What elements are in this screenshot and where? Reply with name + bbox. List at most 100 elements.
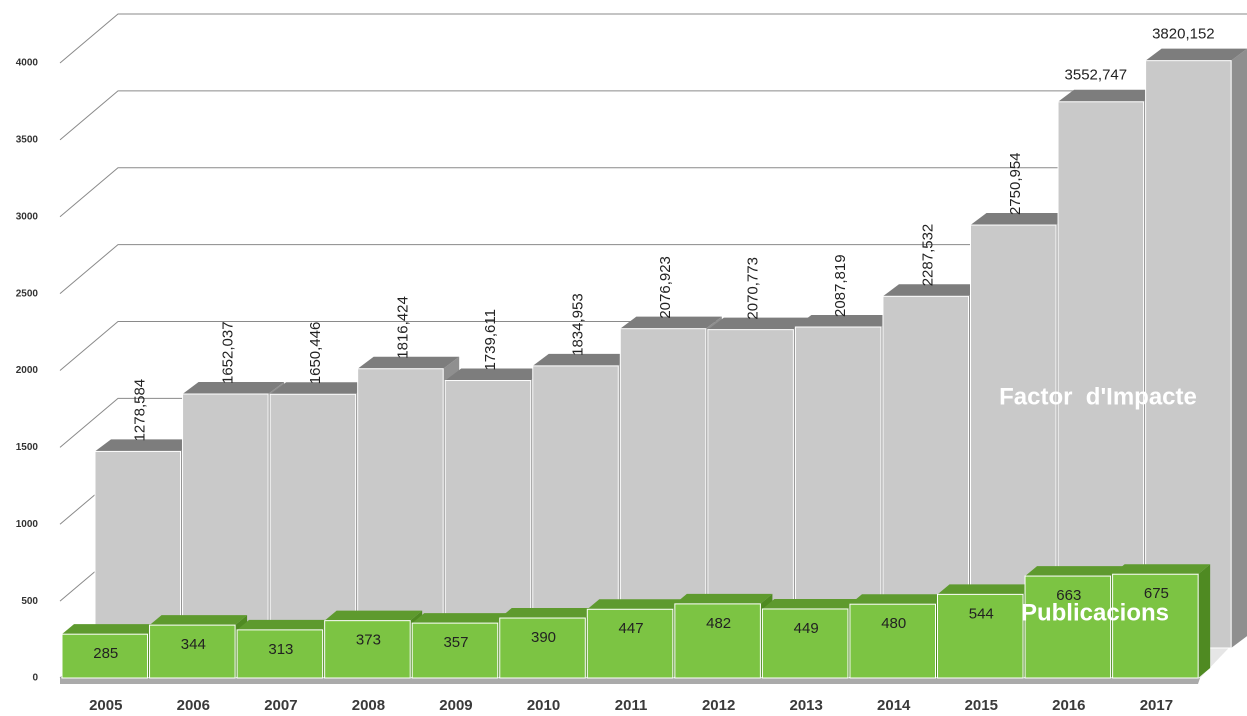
value-label: 1739,611 [482,309,499,370]
bar [1057,101,1145,649]
bar [324,620,411,679]
series-label: Factor d'Impacte [999,383,1197,410]
value-label: 373 [356,632,381,649]
bar-top [445,368,547,381]
x-tick-label: 2013 [789,697,822,714]
bar-top [1112,564,1211,575]
x-tick-label: 2005 [89,697,122,714]
bar-top [62,624,160,635]
series-label: Publicacions [1021,599,1169,626]
bar-top [970,213,1073,226]
grid-line [59,90,1247,141]
value-label: 2076,923 [657,256,674,319]
bar-top [237,619,335,630]
bar [444,380,532,649]
value-label: 2087,819 [832,254,849,317]
bar-top [849,594,948,605]
bar [937,593,1024,679]
bar-top [270,382,372,395]
bar-top [532,353,635,366]
value-label: 390 [531,629,556,646]
value-label: 2070,773 [745,257,762,320]
value-label: 447 [619,620,644,637]
bar [269,393,357,649]
bar-top [95,439,197,452]
value-label: 1650,446 [307,322,324,385]
x-tick-label: 2016 [1052,697,1085,714]
bar-top [149,615,248,626]
bar [182,393,269,649]
value-label: 285 [93,645,118,662]
value-label: 1834,953 [569,293,586,356]
y-tick-label: 2500 [16,288,39,299]
bar-top [324,610,423,621]
bar-top [620,316,722,329]
bar [236,629,324,679]
bar-top [412,613,510,624]
y-tick-label: 1000 [16,519,39,530]
x-tick-label: 2017 [1140,697,1173,714]
y-tick-label: 500 [21,596,38,607]
bar [761,608,849,679]
bar-side [1231,48,1247,648]
bar [1024,575,1112,679]
value-label: 663 [1056,587,1081,604]
bar-top [707,317,810,330]
x-tick-label: 2015 [965,697,998,714]
y-tick-label: 3500 [16,135,39,146]
bar-top [937,584,1036,595]
grid-line [59,167,1247,218]
bar-top [357,356,460,369]
bar-side [1198,564,1211,678]
bar-top [1145,48,1247,61]
bar [499,617,586,679]
x-tick-label: 2012 [702,697,735,714]
value-label: 544 [969,605,994,622]
bar-top [795,314,897,327]
value-label: 480 [881,615,906,632]
value-label: 344 [181,636,206,653]
y-tick-label: 1500 [16,442,39,453]
y-tick-label: 0 [32,673,38,684]
bar [674,603,761,679]
grid-line [59,13,1247,64]
value-label: 357 [443,634,468,651]
value-label: 675 [1144,585,1169,602]
value-label: 1278,584 [132,379,149,442]
value-label: 313 [268,641,293,658]
value-label: 1816,424 [394,296,411,359]
value-label: 449 [794,620,819,637]
value-label: 3552,747 [1065,67,1128,84]
bar-top [674,593,773,604]
bar [357,368,444,649]
x-tick-label: 2011 [615,697,648,714]
x-tick-label: 2014 [877,697,911,714]
bar-top [587,599,685,610]
bar [1112,573,1199,679]
floor-edge [60,678,1200,684]
y-tick-label: 4000 [16,58,39,69]
value-label: 482 [706,615,731,632]
bar-top [499,608,598,619]
bar-top [882,284,985,297]
bar [411,622,499,679]
x-tick-label: 2009 [439,697,472,714]
bar-top [1058,89,1160,102]
bar [149,624,236,679]
value-label: 3820,152 [1152,26,1215,43]
bar [61,633,149,679]
x-tick-label: 2010 [527,697,560,714]
bar [1145,60,1232,649]
value-label: 2750,954 [1007,152,1024,215]
value-label: 2287,532 [920,224,937,287]
y-tick-label: 2000 [16,365,39,376]
y-tick-label: 3000 [16,211,39,222]
bar-top [1025,566,1123,577]
value-label: 1652,037 [219,321,236,384]
x-tick-label: 2006 [177,697,210,714]
bar [882,295,970,649]
bar-top [762,598,860,609]
bar [849,603,937,679]
bar-top [182,381,285,394]
